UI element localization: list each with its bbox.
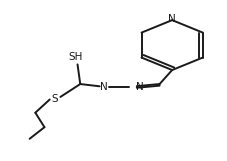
Text: SH: SH: [68, 52, 82, 62]
Text: S: S: [51, 94, 57, 104]
Text: N: N: [99, 82, 107, 92]
Text: N: N: [135, 82, 143, 92]
Text: N: N: [168, 14, 175, 24]
